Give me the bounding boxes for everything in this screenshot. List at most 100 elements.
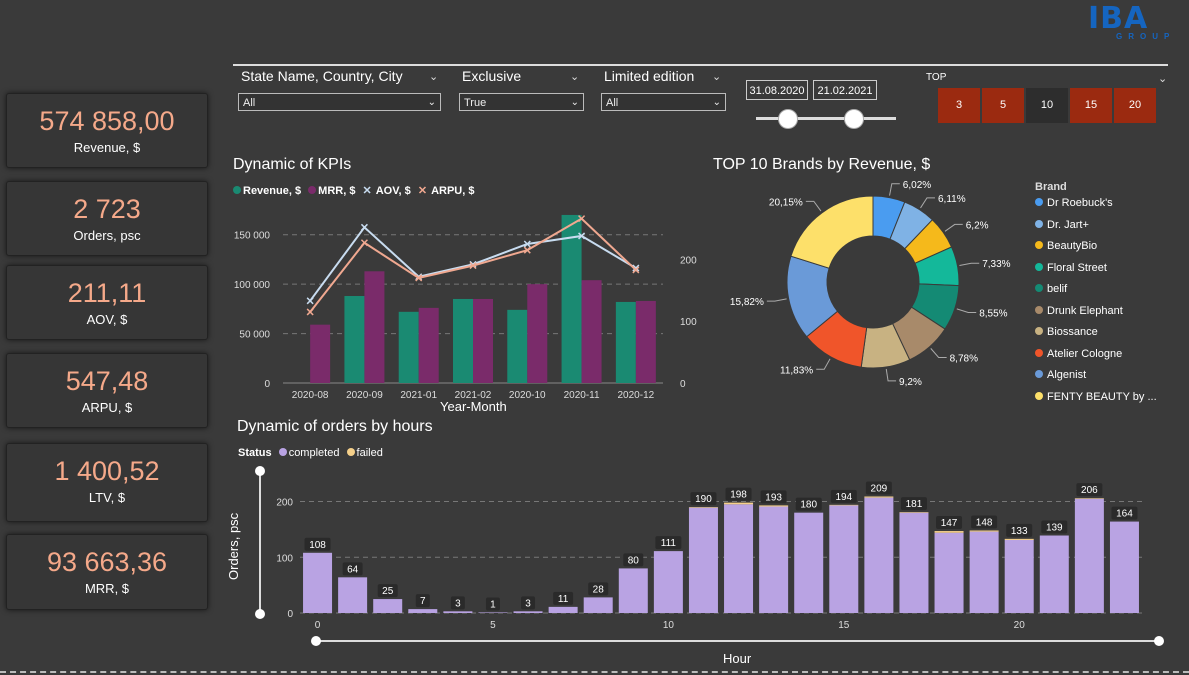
slice-label: 9,2% [899, 377, 922, 388]
date-range-slider[interactable] [756, 117, 896, 120]
data-label-bg [936, 516, 963, 530]
date-slider-end-handle[interactable] [844, 109, 864, 129]
slice-label: 15,82% [730, 297, 764, 308]
data-label-bg [450, 596, 465, 610]
data-label-bg [795, 497, 822, 511]
label-leader [885, 368, 897, 382]
point-aov [578, 232, 586, 240]
y-tick-label: 150 000 [234, 231, 271, 242]
data-label: 28 [593, 584, 605, 595]
top-option-5[interactable]: 5 [982, 88, 1024, 123]
hours-chart-legend: Status completed failed [238, 447, 387, 459]
legend-item-completed: completed [278, 447, 339, 459]
slice-label: 8,78% [950, 353, 978, 364]
data-label: 148 [976, 517, 993, 528]
x-tick-label: 2020-09 [346, 390, 383, 401]
kpi-label: ARPU, $ [81, 400, 133, 415]
legend-dot-icon [1035, 262, 1043, 271]
slice-label: 20,15% [769, 197, 803, 208]
legend-dot-icon [346, 448, 355, 456]
bar-completed [583, 597, 613, 613]
chevron-down-icon[interactable]: ⌄ [712, 71, 722, 83]
limited-edition-dropdown[interactable]: All ⌄ [601, 93, 726, 111]
bar-failed [969, 530, 999, 532]
data-label-bg [971, 515, 998, 529]
data-label-bg [725, 487, 752, 501]
brand-legend-item: FENTY BEAUTY by ... [1035, 391, 1157, 413]
data-label-bg [485, 597, 500, 611]
bar-failed [829, 504, 859, 506]
data-label: 3 [455, 598, 461, 609]
filter-location[interactable]: State Name, Country, City ⌄ All ⌄ [238, 68, 441, 111]
brand-legend-item: Dr. Jart+ [1035, 219, 1157, 241]
brand-legend-label: Drunk Elephant [1047, 304, 1123, 317]
legend-title: Status [238, 447, 272, 459]
filter-divider [233, 64, 1168, 66]
date-from-input[interactable]: 31.08.2020 [746, 80, 808, 100]
chevron-down-icon: ⌄ [712, 97, 721, 108]
date-slider-start-handle[interactable] [778, 109, 799, 129]
data-label-bg [304, 537, 331, 551]
top-option-10[interactable]: 10 [1026, 88, 1068, 123]
top-option-20[interactable]: 20 [1114, 88, 1156, 123]
bar-failed [899, 512, 929, 513]
brand-legend-label: Biossance [1047, 326, 1098, 338]
data-label-bg [690, 492, 717, 506]
legend-dot-icon [308, 186, 317, 194]
kpi-label: Orders, psc [73, 228, 141, 243]
legend-dot-icon [1035, 348, 1043, 357]
filter-limited-edition[interactable]: Limited edition ⌄ All ⌄ [601, 68, 726, 111]
slice-label: 8,55% [979, 309, 1007, 320]
label-leader [920, 197, 935, 209]
data-label-bg [588, 582, 609, 596]
brand-legend-label: Dr Roebuck's [1047, 197, 1113, 209]
data-label-bg [830, 489, 857, 503]
hours-chart-title: Dynamic of orders by hours [237, 418, 433, 435]
bar-failed [1004, 538, 1034, 540]
bar-mrr [635, 300, 656, 383]
bar-failed [759, 505, 789, 507]
label-leader [816, 358, 831, 370]
slice-label: 7,33% [982, 259, 1010, 270]
x-tick-label: 0 [315, 620, 321, 631]
bar-completed [1109, 521, 1139, 613]
top-option-15[interactable]: 15 [1070, 88, 1112, 123]
data-label-bg [623, 553, 644, 567]
brand-legend-item: BeautyBio [1035, 240, 1157, 262]
chevron-down-icon[interactable]: ⌄ [570, 71, 580, 83]
x-tick-label: 2021-02 [455, 390, 492, 401]
bar-completed [1004, 539, 1034, 613]
legend-dot-icon [1035, 241, 1043, 249]
slice-label: 6,11% [938, 194, 966, 205]
data-label: 80 [628, 555, 640, 566]
data-label: 180 [800, 500, 817, 511]
slice-label: 11,83% [780, 365, 813, 376]
kpi-label: AOV, $ [86, 312, 128, 327]
y-slider-bottom-handle [255, 609, 265, 619]
legend-dot-icon [1035, 198, 1043, 206]
page-bottom-border [0, 671, 1189, 673]
chevron-down-icon[interactable]: ⌄ [429, 71, 439, 83]
bar-completed [408, 609, 438, 613]
chevron-down-icon: ⌄ [427, 97, 436, 108]
bar-completed [373, 599, 403, 613]
bar-completed [829, 505, 859, 613]
top-option-3[interactable]: 3 [938, 88, 980, 123]
bar-revenue [453, 298, 473, 383]
filter-exclusive[interactable]: Exclusive ⌄ True ⌄ [459, 68, 584, 111]
data-label: 25 [382, 586, 394, 597]
data-label: 190 [695, 494, 712, 505]
kpi-card-revenue: 574 858,00 Revenue, $ [6, 93, 208, 168]
x-slider-start-handle [311, 636, 321, 646]
filter-title: Exclusive [462, 68, 522, 84]
date-to-input[interactable]: 21.02.2021 [813, 80, 877, 100]
label-leader [944, 223, 963, 232]
data-label-bg [521, 596, 536, 610]
chevron-down-icon[interactable]: ⌄ [1158, 73, 1168, 85]
location-dropdown[interactable]: All ⌄ [238, 93, 441, 111]
label-leader [959, 262, 980, 266]
kpi-value: 2 723 [73, 194, 141, 224]
exclusive-dropdown[interactable]: True ⌄ [459, 93, 584, 111]
hours-chart-xlabel: Hour [723, 651, 752, 666]
kpi-value: 93 663,36 [46, 547, 168, 577]
